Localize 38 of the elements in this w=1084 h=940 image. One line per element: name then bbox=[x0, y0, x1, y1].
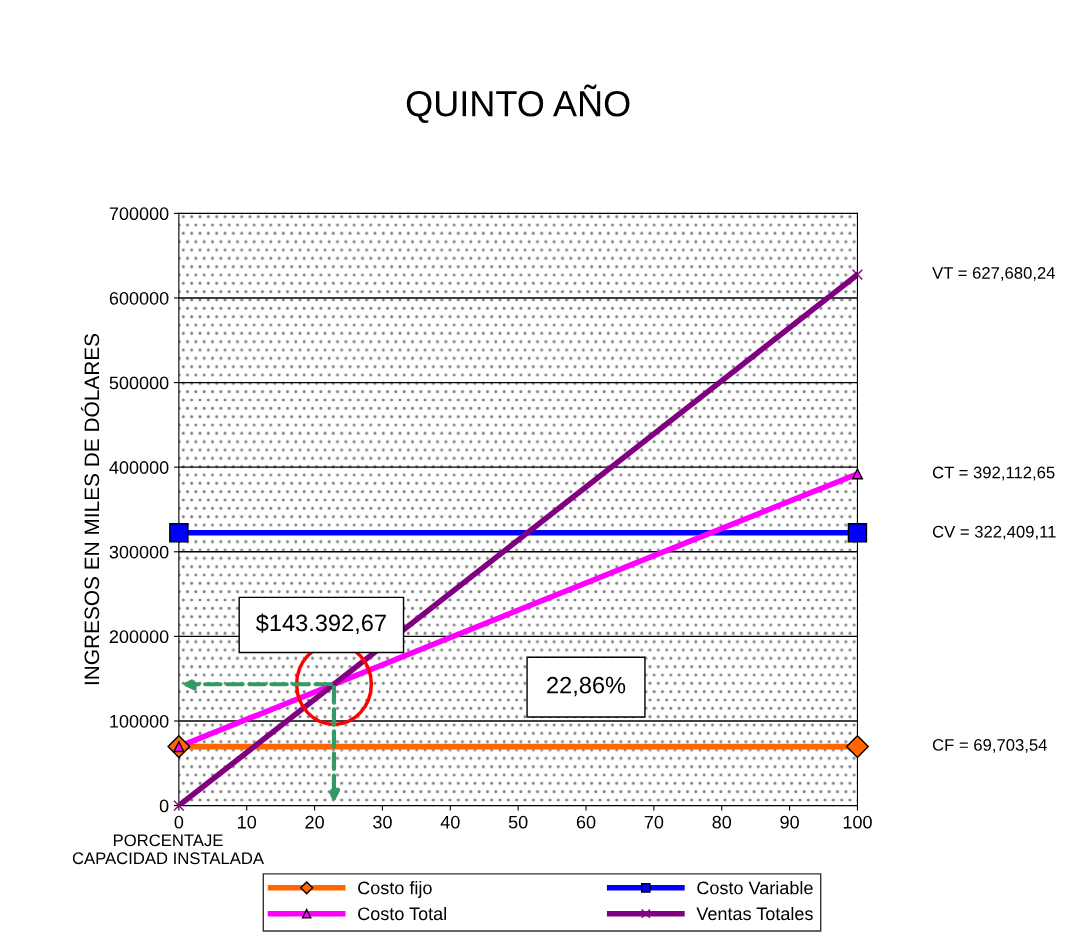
x-tick-label: 70 bbox=[644, 815, 664, 829]
x-tick-label: 30 bbox=[373, 815, 392, 829]
legend-label: Costo fijo bbox=[358, 881, 432, 898]
point bbox=[173, 800, 185, 812]
text: CF = 69,703,54 bbox=[932, 739, 1047, 753]
point bbox=[851, 468, 864, 480]
x-tick-label: 50 bbox=[508, 815, 528, 829]
x-tick-label: 10 bbox=[238, 815, 257, 829]
x-tick-label: 100 bbox=[843, 815, 872, 829]
annotation: 22,86% bbox=[547, 676, 626, 697]
x-tick-label: 90 bbox=[780, 815, 799, 829]
legend-label: Costo Total bbox=[358, 906, 446, 921]
text: CV = 322,409,11 bbox=[932, 525, 1056, 540]
y-tick-label: 300000 bbox=[109, 545, 169, 559]
annotation: $143.392,67 bbox=[255, 613, 386, 635]
point bbox=[169, 523, 189, 543]
y-tick-label: 200000 bbox=[109, 630, 169, 644]
point bbox=[845, 735, 869, 759]
y-tick-label: 600000 bbox=[109, 291, 169, 305]
point bbox=[847, 523, 868, 543]
y-axis-title: INGRESOS EN MILES DE DÓLARES bbox=[80, 333, 100, 685]
y-tick-label: 400000 bbox=[109, 461, 169, 474]
text: VT = 627,680,24 bbox=[932, 267, 1056, 281]
x-tick-label: 0 bbox=[174, 815, 184, 829]
x-tick-label: 80 bbox=[712, 815, 732, 829]
legend-label: Costo Variable bbox=[697, 881, 813, 895]
chart-title: QUINTO AÑO bbox=[406, 84, 630, 123]
y-tick-label: 100000 bbox=[110, 714, 169, 728]
text: CT = 392,112,65 bbox=[932, 466, 1055, 481]
x-tick-label: 60 bbox=[576, 815, 596, 829]
x-tick-label: 40 bbox=[440, 815, 460, 829]
legend-label: Ventas Totales bbox=[696, 906, 813, 921]
x-axis-title: PORCENTAJE CAPACIDAD INSTALADA bbox=[72, 834, 264, 865]
y-tick-label: 0 bbox=[159, 799, 169, 813]
y-tick-label: 700000 bbox=[109, 207, 169, 221]
y-tick-label: 500000 bbox=[109, 376, 169, 390]
point bbox=[851, 268, 864, 281]
x-tick-label: 20 bbox=[305, 815, 324, 829]
